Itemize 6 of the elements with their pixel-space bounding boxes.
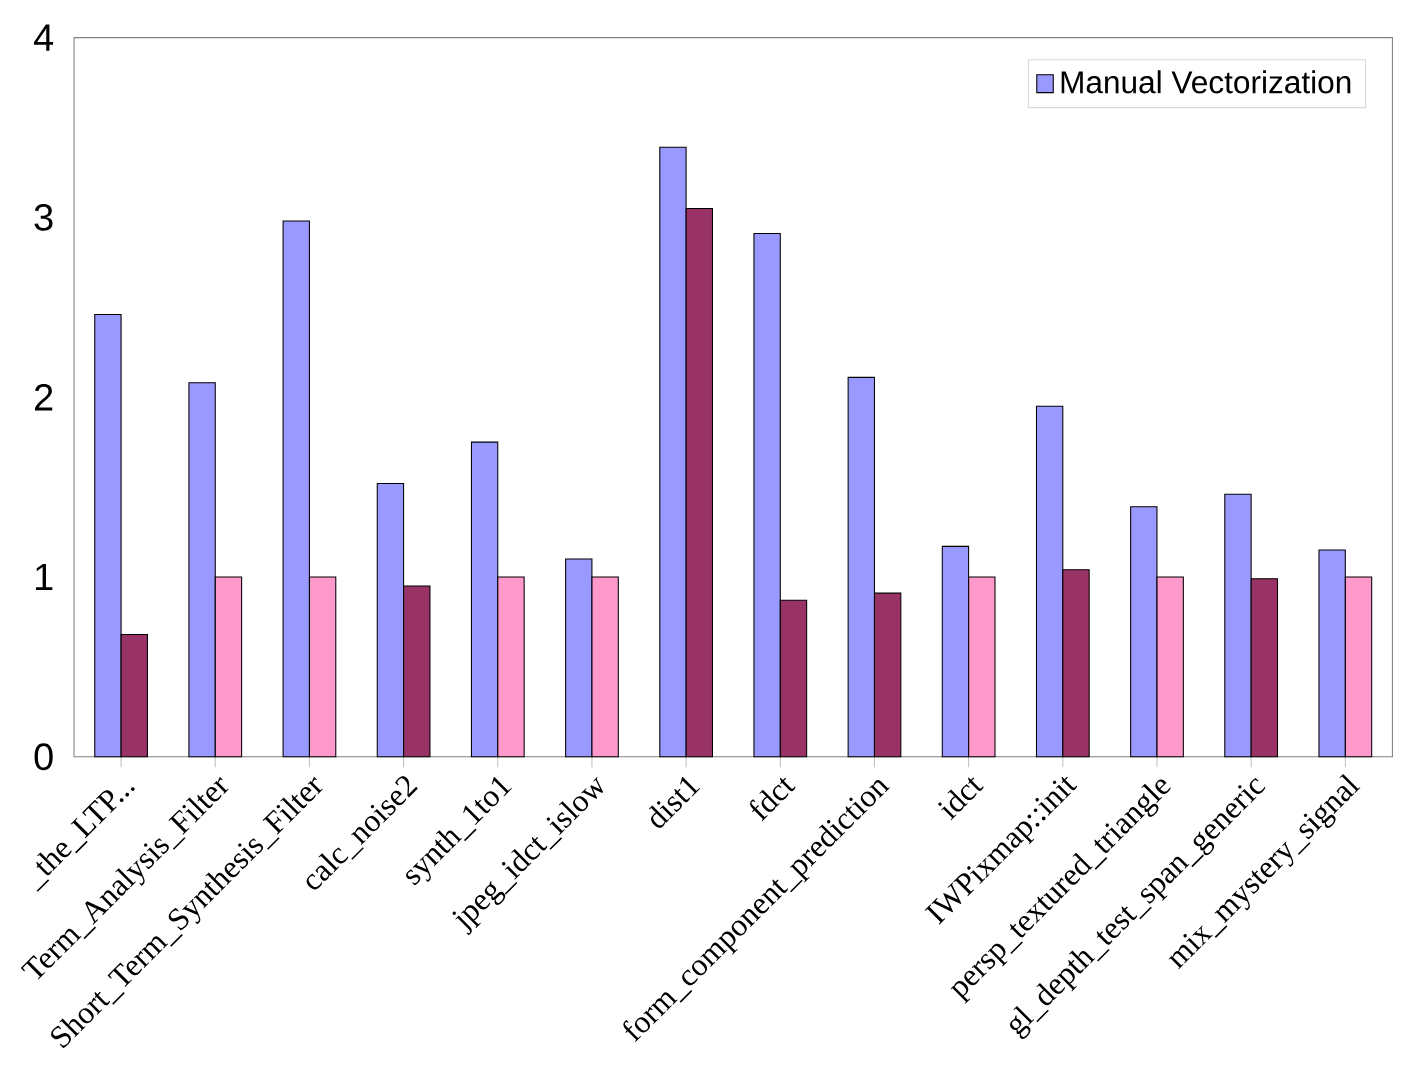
y-tick-label: 1: [35, 563, 53, 590]
y-tick-label: 4: [33, 24, 54, 51]
y-tick-label: 0: [34, 743, 53, 771]
legend-label: Manual Vectorization: [1061, 70, 1351, 94]
y-tick-label: 3: [34, 203, 53, 231]
y-tick-label: 2: [34, 383, 53, 411]
